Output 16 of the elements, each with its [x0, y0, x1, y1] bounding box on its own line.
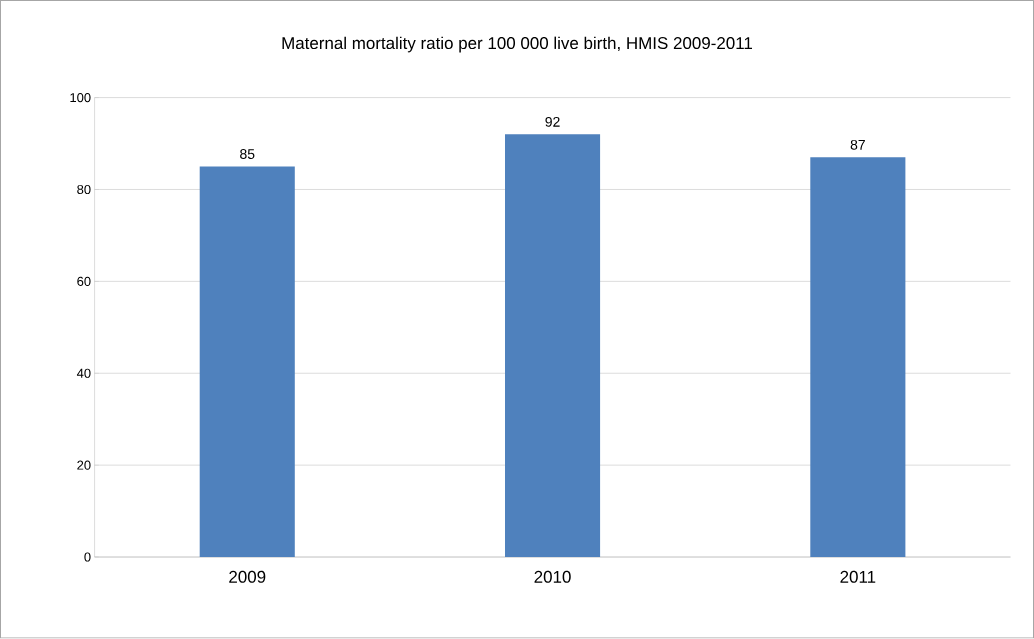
x-tick-label: 2010 [534, 571, 571, 584]
x-tick-label: 2011 [840, 571, 876, 584]
y-tick-label: 60 [77, 276, 91, 287]
data-label: 85 [240, 149, 255, 160]
y-tick-label: 80 [77, 185, 91, 195]
bar [810, 157, 906, 558]
data-label: 87 [850, 140, 865, 150]
chart-title: Maternal mortality ratio per 100 000 live birth, HMIS 2009-2011 [282, 36, 753, 53]
y-tick-label: 0 [84, 552, 91, 562]
bar [505, 134, 601, 558]
data-label: 92 [545, 117, 560, 127]
y-tick-label: 40 [76, 368, 91, 379]
bar [199, 166, 295, 558]
y-tick-label: 20 [77, 460, 91, 470]
y-tick-label: 100 [70, 93, 91, 103]
x-tick-label: 2009 [229, 571, 266, 584]
